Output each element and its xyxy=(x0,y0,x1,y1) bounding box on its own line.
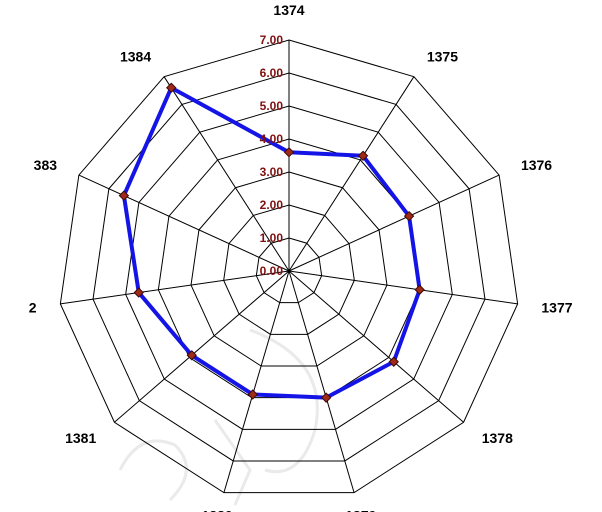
category-label-383: 383 xyxy=(34,157,58,173)
tick-label: 0.00 xyxy=(260,264,284,278)
data-point-1374 xyxy=(283,146,295,158)
tick-label: 2.00 xyxy=(260,198,284,212)
tick-label: 7.00 xyxy=(260,33,284,47)
category-label-1377: 1377 xyxy=(541,299,572,315)
spoke-383 xyxy=(78,174,290,272)
category-label-2: 2 xyxy=(29,299,37,315)
grid-ring xyxy=(125,105,453,430)
tick-label: 3.00 xyxy=(260,165,284,179)
data-point-1375 xyxy=(357,150,369,161)
spoke-1378 xyxy=(288,270,464,423)
category-labels: 1374 1375 1376 1377 1378 1379 1380 1381 2 383 1384 xyxy=(29,2,573,512)
data-point-1380 xyxy=(247,389,258,400)
category-label-1384: 1384 xyxy=(120,48,151,64)
category-label-1375: 1375 xyxy=(427,48,458,64)
spoke-2 xyxy=(60,270,290,305)
category-label-1378: 1378 xyxy=(482,430,513,446)
category-label-1379: 1379 xyxy=(345,508,376,512)
spoke-1380 xyxy=(223,270,290,493)
grid-ring xyxy=(59,39,519,494)
data-point-383 xyxy=(118,190,130,201)
category-label-1376: 1376 xyxy=(521,157,552,173)
grid-ring xyxy=(92,72,486,462)
watermark-logo xyxy=(118,328,319,506)
data-point-2 xyxy=(133,287,144,298)
category-label-1374: 1374 xyxy=(273,2,304,18)
data-point-1379 xyxy=(320,392,332,403)
watermark-stroke xyxy=(118,439,188,502)
watermark-stroke xyxy=(213,419,252,506)
data-point-1384 xyxy=(166,82,177,93)
category-label-1380: 1380 xyxy=(202,508,233,512)
spoke-1384 xyxy=(163,76,290,272)
spoke-1376 xyxy=(288,174,500,272)
grid-ring xyxy=(190,171,388,367)
grid-ring xyxy=(223,204,355,335)
spoke-1379 xyxy=(288,270,355,493)
data-point-1381 xyxy=(186,350,197,361)
data-point-1376 xyxy=(403,210,415,222)
tick-label: 5.00 xyxy=(260,99,284,113)
radar-spokes xyxy=(60,40,518,493)
grid-ring xyxy=(255,237,323,304)
spoke-1375 xyxy=(288,76,415,272)
spoke-1381 xyxy=(114,270,290,423)
data-point-1378 xyxy=(388,356,399,367)
data-point-1377 xyxy=(414,284,425,295)
radial-tick-labels: 0.00 1.00 2.00 3.00 4.00 5.00 6.00 7.00 xyxy=(260,33,284,278)
series-line xyxy=(121,85,422,400)
tick-label: 6.00 xyxy=(260,66,284,80)
series-layer xyxy=(118,82,425,403)
category-label-1381: 1381 xyxy=(65,430,96,446)
tick-label: 1.00 xyxy=(260,231,284,245)
tick-label: 4.00 xyxy=(260,132,284,146)
watermark-stroke xyxy=(249,328,319,473)
spoke-1377 xyxy=(288,270,518,305)
